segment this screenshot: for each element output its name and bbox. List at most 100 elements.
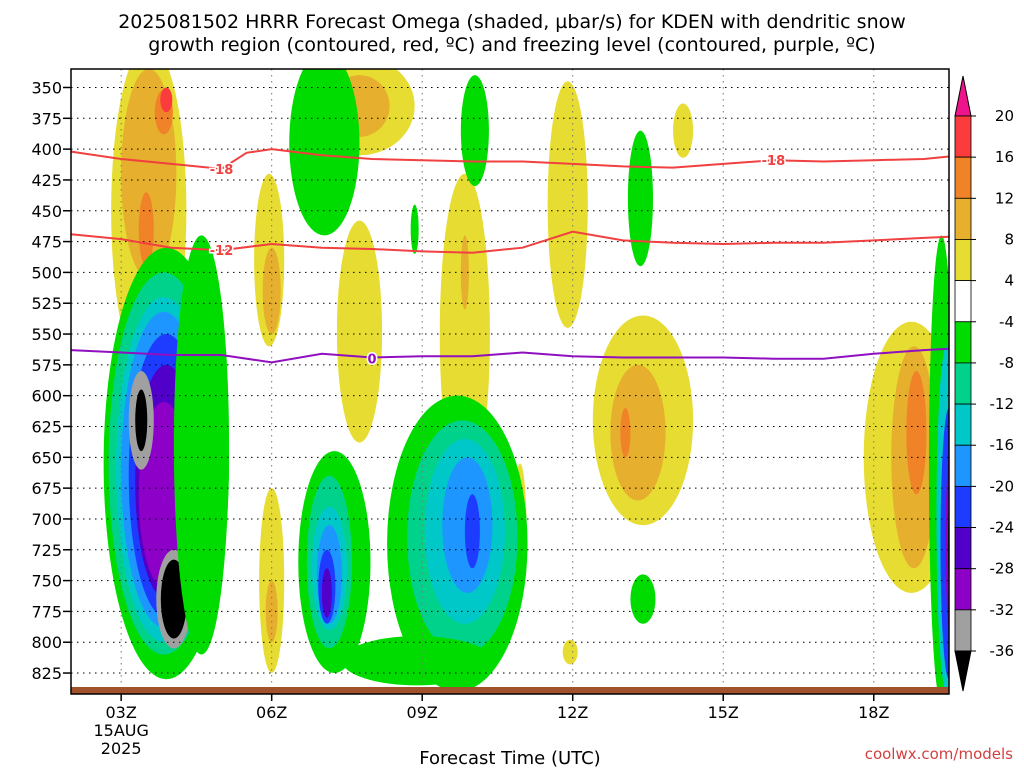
omega-shade-region (627, 130, 653, 267)
y-tick-label: 700 (31, 510, 62, 529)
y-tick-label: 600 (31, 387, 62, 406)
chart-title-line2: growth region (contoured, red, ºC) and f… (148, 34, 875, 56)
y-tick-label: 750 (31, 572, 62, 591)
y-axis-ticks: 350 375 400 425 450 475 500 525 550 575 600 625 650 6… (31, 78, 71, 683)
x-tick-year: 2025 (101, 739, 142, 758)
omega-shade-region (562, 639, 578, 665)
colorbar-label: 20 (995, 107, 1014, 125)
credit-text: coolwx.com/models (865, 745, 1013, 763)
colorbar-swatch (954, 403, 972, 446)
omega-shade-region (259, 488, 285, 674)
omega-shade-region (464, 494, 480, 569)
omega-shade-region (262, 247, 281, 335)
omega-shade-region (460, 75, 489, 187)
colorbar-label: -32 (990, 601, 1015, 619)
y-tick-label: 525 (31, 294, 62, 313)
contour-label: -18 (210, 163, 234, 178)
omega-shade-region (547, 81, 588, 328)
colorbar-swatch (954, 444, 972, 487)
colorbar-label: -4 (999, 313, 1014, 331)
x-tick-label: 06Z (256, 703, 287, 722)
y-tick-label: 725 (31, 541, 62, 560)
colorbar-swatch (954, 239, 972, 282)
y-tick-label: 775 (31, 602, 62, 621)
grid-layer (71, 69, 949, 694)
contour-line (71, 347, 949, 364)
omega-shade-region (940, 408, 949, 680)
x-tick-label: 18Z (858, 703, 889, 722)
colorbar-swatch (954, 156, 972, 199)
y-tick-label: 825 (31, 664, 62, 683)
colorbar-label: -28 (990, 560, 1015, 578)
contour-line (71, 230, 949, 254)
omega-shade-region (673, 103, 694, 158)
colorbar-label: 16 (995, 148, 1014, 166)
x-tick-label: 09Z (407, 703, 438, 722)
contour-label: -18 (762, 154, 786, 169)
omega-shade-region (460, 235, 469, 310)
omega-shade-region (630, 574, 656, 624)
y-tick-label: 375 (31, 109, 62, 128)
contour-label: 0 (368, 353, 377, 368)
colorbar-swatch (954, 485, 972, 528)
omega-shade-region (289, 69, 360, 236)
y-tick-label: 625 (31, 417, 62, 436)
omega-shade-region (610, 364, 666, 501)
omega-shade-region (906, 371, 927, 495)
colorbar-swatch (954, 527, 972, 570)
omega-shading-layer (103, 69, 949, 694)
y-tick-label: 350 (31, 78, 62, 97)
x-axis-label: Forecast Time (UTC) (419, 748, 600, 768)
y-tick-label: 425 (31, 171, 62, 190)
y-tick-label: 450 (31, 202, 62, 221)
colorbar-label: -16 (990, 436, 1015, 454)
colorbar-label: -24 (990, 519, 1015, 537)
omega-shade-region (173, 235, 230, 655)
colorbar-swatch (954, 115, 972, 158)
contour-line (71, 148, 949, 170)
colorbar-swatch (954, 609, 972, 652)
colorbar-swatch (954, 197, 972, 240)
contour-label: -12 (210, 244, 234, 259)
omega-shade-region (321, 568, 332, 618)
colorbar-label: 12 (995, 189, 1014, 207)
x-tick-date: 15AUG (93, 721, 148, 740)
colorbar-label: -12 (990, 395, 1015, 413)
omega-shade-region (336, 220, 383, 443)
contour-layer: -18 -18 -12 0 (71, 148, 949, 369)
omega-shade-region (341, 636, 493, 686)
colorbar-swatch (954, 321, 972, 364)
x-tick-label: 15Z (708, 703, 739, 722)
y-tick-label: 575 (31, 356, 62, 375)
omega-shade-region (945, 453, 949, 634)
omega-shade-region (160, 87, 173, 113)
colorbar-label: 4 (1004, 272, 1014, 290)
y-tick-label: 675 (31, 479, 62, 498)
omega-shade-region (135, 389, 148, 452)
omega-shade-region (265, 580, 278, 643)
colorbar-swatch (954, 568, 972, 611)
colorbar-label: 8 (1004, 230, 1014, 248)
y-tick-label: 475 (31, 233, 62, 252)
y-tick-label: 500 (31, 263, 62, 282)
colorbar-label: -20 (990, 477, 1015, 495)
terrain-strip (71, 687, 949, 694)
colorbar-top-arrow (954, 75, 972, 117)
colorbar-swatch (954, 362, 972, 405)
colorbar: 20 16 12 8 4 -4 -8 -12 -16 -20 -24 -28 -32 -36 (954, 75, 1015, 692)
plot-frame (70, 68, 950, 695)
x-tick-label: 03Z (106, 703, 137, 722)
colorbar-bottom-arrow (954, 650, 972, 692)
colorbar-label: -36 (990, 642, 1015, 660)
y-tick-label: 400 (31, 140, 62, 159)
chart-title-line1: 2025081502 HRRR Forecast Omega (shaded, … (118, 11, 906, 33)
colorbar-label: -8 (999, 354, 1014, 372)
y-tick-label: 550 (31, 325, 62, 344)
omega-shade-region (620, 408, 631, 458)
y-tick-label: 650 (31, 448, 62, 467)
omega-shade-region (410, 204, 419, 254)
colorbar-swatch (954, 280, 972, 323)
y-tick-label: 800 (31, 633, 62, 652)
